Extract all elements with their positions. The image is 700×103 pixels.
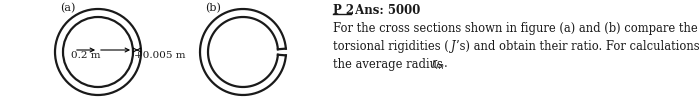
Text: 0.2 m: 0.2 m — [71, 51, 101, 60]
Text: (b): (b) — [205, 3, 221, 13]
Text: P 2: P 2 — [333, 4, 354, 17]
Text: the average radius: the average radius — [333, 58, 447, 71]
Text: For the cross sections shown in figure (a) and (b) compare the: For the cross sections shown in figure (… — [333, 22, 698, 35]
Text: J: J — [451, 40, 456, 53]
Text: $r_m$.: $r_m$. — [431, 58, 449, 72]
Text: ’s) and obtain their ratio. For calculations use: ’s) and obtain their ratio. For calculat… — [456, 40, 700, 53]
Text: (a): (a) — [60, 3, 76, 13]
Text: Ans: 5000: Ans: 5000 — [351, 4, 421, 17]
Text: +0.005 m: +0.005 m — [134, 51, 186, 60]
Text: torsional rigidities (: torsional rigidities ( — [333, 40, 449, 53]
